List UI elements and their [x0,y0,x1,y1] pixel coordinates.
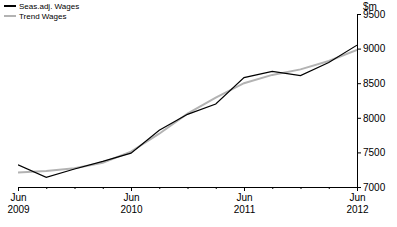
x-tick-mark [301,187,302,189]
x-tick [75,187,76,189]
x-tick-label: Jun2009 [7,192,30,215]
legend-label: Trend Wages [19,12,66,21]
legend-swatch [4,5,16,7]
lines [18,45,357,177]
y-tick-label: 9000 [363,43,386,54]
chart: 700075008000850090009500$mJun2009Jun2010… [0,0,397,227]
y-tick: 7500 [357,147,386,158]
x-tick [159,187,160,189]
x-tick [103,187,104,189]
x-tick [272,187,273,189]
x-axis-line [19,188,358,192]
x-axis: Jun2009 Jun2010 Jun2011 Jun2012 [7,187,369,215]
x-tick-mark [46,187,47,189]
x-tick-mark [131,187,132,191]
y-tick-mark [357,118,361,119]
x-tick-mark [216,187,217,189]
x-tick-label: Jun2010 [120,192,143,215]
y-tick: 8500 [357,78,386,89]
legend-swatch [4,15,16,17]
legend-label: Seas.adj. Wages [19,2,79,11]
y-tick-label: 7000 [363,182,386,193]
x-tick-mark [75,187,76,189]
y-tick: 8000 [357,113,386,124]
y-tick-mark [357,14,361,15]
legend: Seas.adj. WagesTrend Wages [4,2,79,21]
y-tick-mark [357,152,361,153]
x-tick-mark [357,187,358,191]
y-axis-line [358,15,362,188]
x-tick-mark [159,187,160,189]
plot: 700075008000850090009500$mJun2009Jun2010… [7,1,385,215]
x-tick: Jun2010 [120,187,143,215]
x-tick [46,187,47,189]
x-tick-mark [18,187,19,191]
x-tick [188,187,189,189]
y-tick: 7000 [357,182,386,193]
y-tick: 9000 [357,43,386,54]
x-tick-mark [329,187,330,189]
y-tick-label: 8500 [363,78,386,89]
x-tick-label: Jun2012 [346,192,369,215]
x-tick-label: Jun2011 [234,192,256,215]
y-tick-label: 8000 [363,113,386,124]
y-axis: 700075008000850090009500 [357,9,386,193]
y-tick-label: 7500 [363,147,386,158]
y-axis-title: $m [363,1,377,12]
x-tick-mark [103,187,104,189]
x-tick [329,187,330,189]
x-tick-mark [272,187,273,189]
series-line [18,50,357,172]
x-tick-mark [188,187,189,189]
series-line [18,45,357,177]
x-tick: Jun2011 [234,187,256,215]
x-tick: Jun2009 [7,187,30,215]
x-tick-mark [244,187,245,191]
x-tick [216,187,217,189]
x-tick [301,187,302,189]
y-tick-mark [357,83,361,84]
y-tick-mark [357,49,361,50]
x-tick: Jun2012 [346,187,369,215]
